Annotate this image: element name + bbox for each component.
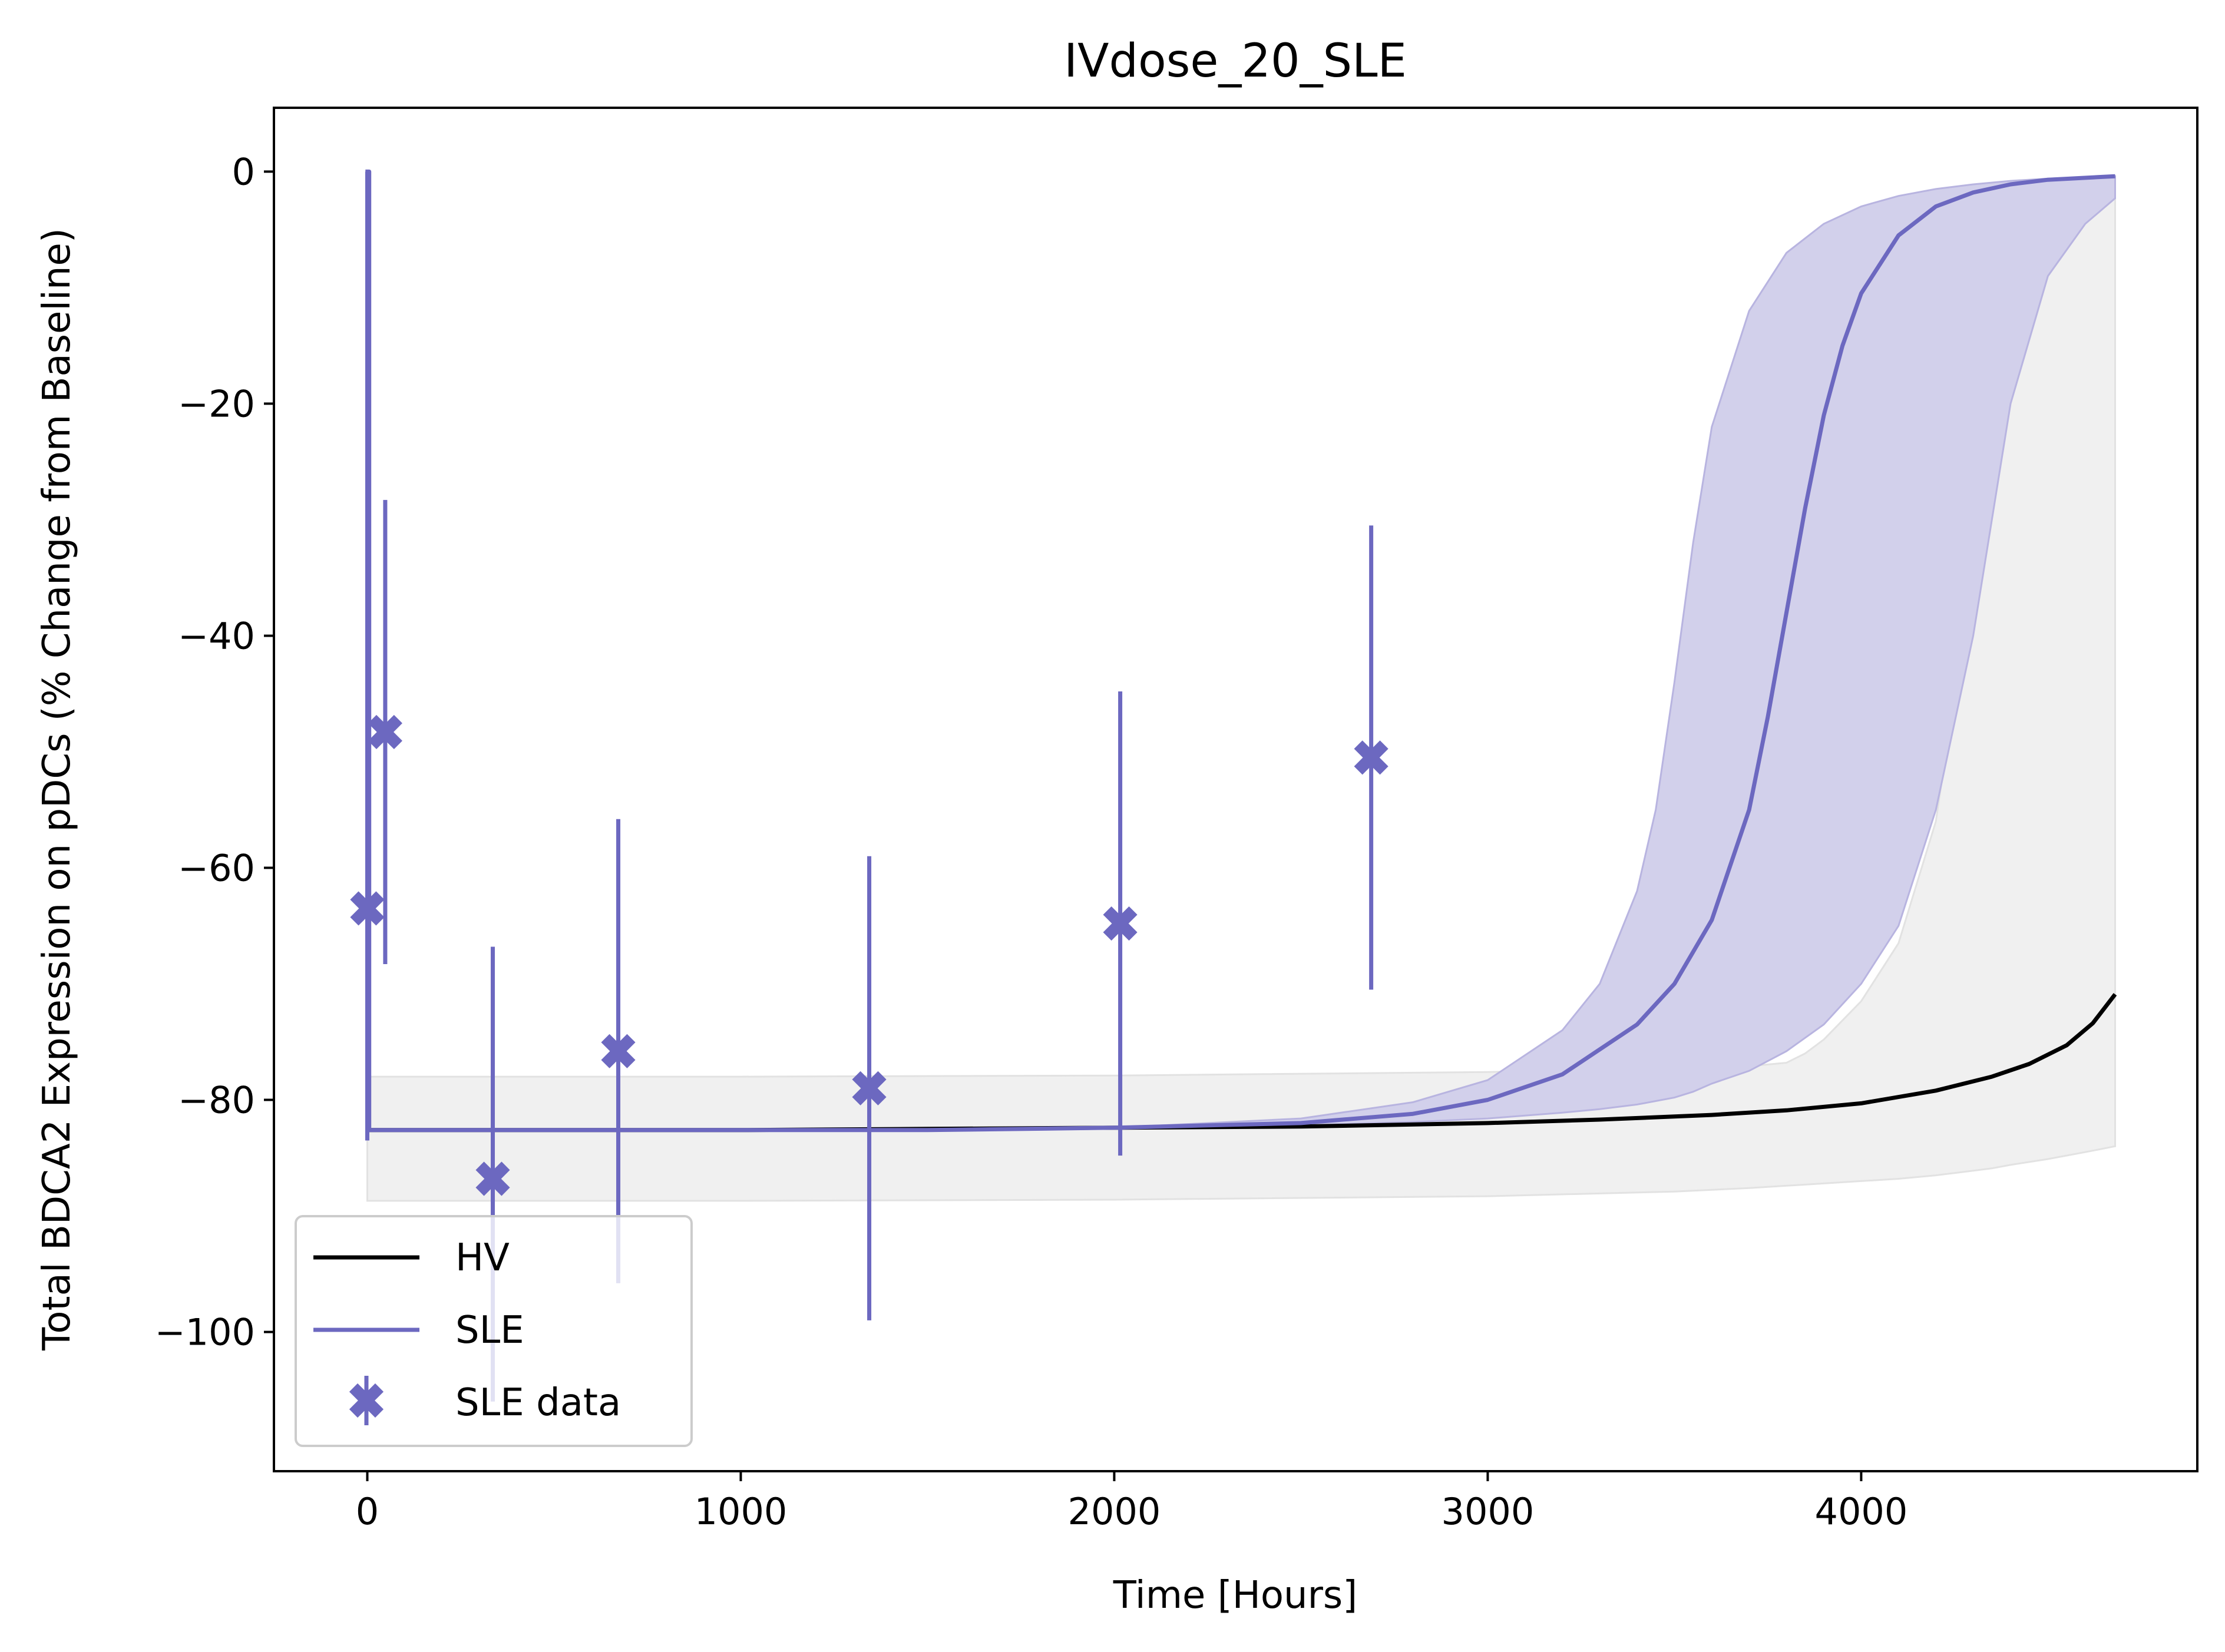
legend: HV SLE SLE data — [295, 1215, 693, 1447]
x-tick-label: 4000 — [1815, 1490, 1908, 1533]
data-point — [1103, 691, 1138, 1156]
band-sle-band — [367, 175, 2116, 1131]
data-marker — [350, 891, 385, 926]
x-axis-label: Time [Hours] — [1113, 1574, 1357, 1617]
data-point — [852, 856, 887, 1320]
y-tick-label: −40 — [178, 614, 255, 657]
series-line-sle — [365, 169, 2115, 1133]
data-marker — [1103, 906, 1138, 941]
x-tick-label: 2000 — [1068, 1490, 1161, 1533]
legend-swatch-sle-data — [349, 1376, 384, 1425]
y-axis-label: Total BDCA2 Expression on pDCs (% Change… — [35, 228, 79, 1351]
data-point — [601, 819, 636, 1283]
data-point — [1354, 525, 1388, 990]
x-tick-label: 0 — [356, 1490, 379, 1533]
data-marker — [368, 714, 402, 750]
x-tick-label: 1000 — [695, 1490, 788, 1533]
data-marker — [475, 1161, 510, 1196]
axes-frame — [273, 107, 2198, 1472]
legend-frame — [295, 1215, 693, 1447]
y-tick-label: 0 — [232, 150, 255, 193]
data-point — [368, 499, 402, 965]
data-marker — [601, 1034, 636, 1068]
data-marker — [852, 1071, 887, 1105]
chart-title: IVdose_20_SLE — [1064, 35, 1407, 88]
legend-label-hv: HV — [455, 1236, 510, 1280]
x-tick-label: 3000 — [1442, 1490, 1535, 1533]
y-axis: 0 −20 −40 −60 −80 −100 — [155, 150, 274, 1354]
y-tick-label: −100 — [155, 1311, 255, 1354]
legend-label-sle: SLE — [455, 1309, 524, 1352]
data-point — [350, 171, 385, 1141]
x-axis: 0 1000 2000 3000 4000 — [356, 1471, 1908, 1533]
legend-label-sle-data: SLE data — [455, 1381, 621, 1425]
y-tick-label: −20 — [178, 382, 255, 425]
y-tick-label: −80 — [178, 1079, 255, 1122]
plot-area — [350, 169, 2117, 1402]
band-hv-band — [366, 197, 2116, 1202]
y-tick-label: −60 — [178, 846, 255, 889]
data-marker — [1354, 740, 1388, 775]
